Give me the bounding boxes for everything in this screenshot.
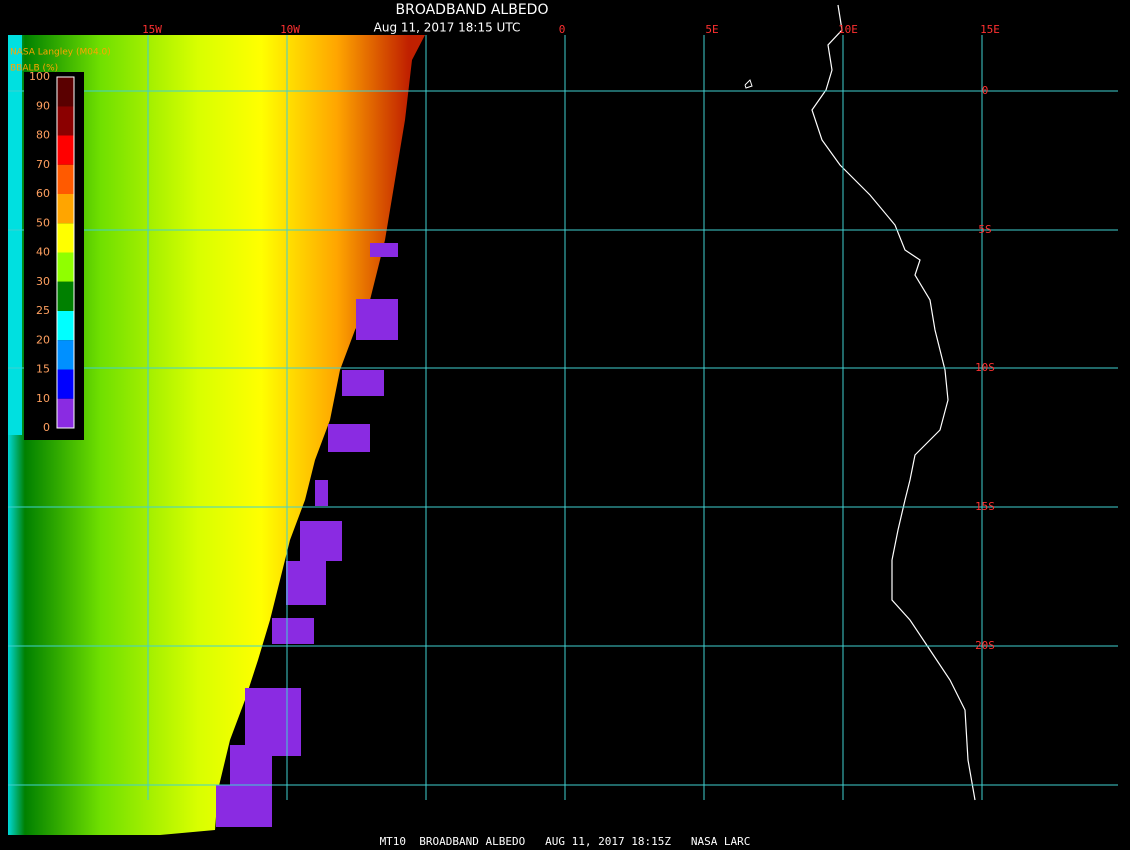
colorbar-tick-label: 25 [36,304,50,317]
source-label: NASA Langley (M04.0) [10,48,111,58]
longitude-label: 0 [559,23,566,36]
island [744,79,753,89]
longitude-label: 10W [280,23,300,36]
colorbar-swatch [57,281,74,311]
colorbar-swatch [57,164,74,194]
graticule [8,35,1118,800]
longitude-label: 15W [142,23,162,36]
colorbar-tick-label: 20 [36,333,50,346]
colorbar-tick-label: 100 [29,70,50,83]
colorbar-tick-label: 70 [36,158,50,171]
colorbar-swatch [57,223,74,253]
colorbar-frame [24,72,84,440]
colorbar-tick-label: 40 [36,246,50,259]
colorbar-swatch [57,340,74,370]
latitude-label: 5S [978,223,991,236]
subtitle: Aug 11, 2017 18:15 UTC [374,21,521,35]
footer: MT10 BROADBAND ALBEDO AUG 11, 2017 18:15… [380,835,751,848]
colorbar-tick-label: 0 [43,421,50,434]
albedo-imagery [8,35,425,835]
latitude-label: 15S [975,500,995,513]
no-data-blocks [216,243,398,827]
colorbar-swatch [57,369,74,399]
latitude-label: 0 [982,84,989,97]
colorbar-tick-label: 15 [36,363,50,376]
colorbar-tick-label: 10 [36,392,50,405]
longitude-label: 15E [980,23,1000,36]
colorbar-label: BBALB (%) [10,64,58,74]
latitude-label: 10S [975,361,995,374]
colorbar-tick-label: 90 [36,99,50,112]
colorbar-swatch [57,194,74,224]
longitude-label: 10E [838,23,858,36]
swath-edge [8,35,22,435]
colorbar-border [56,76,75,429]
longitude-label: 5E [705,23,718,36]
colorbar-tick-label: 60 [36,187,50,200]
colorbar-swatch [57,311,74,341]
colorbar-swatch [57,252,74,282]
title: BROADBAND ALBEDO [396,2,549,18]
colorbar-swatch [57,106,74,136]
latitude-label: 20S [975,639,995,652]
colorbar-tick-label: 80 [36,129,50,142]
coastline [811,4,976,801]
colorbar-tick-label: 30 [36,275,50,288]
colorbar-swatch [57,77,74,107]
colorbar-swatch [57,398,74,428]
colorbar-tick-label: 50 [36,216,50,229]
colorbar-swatch [57,135,74,165]
